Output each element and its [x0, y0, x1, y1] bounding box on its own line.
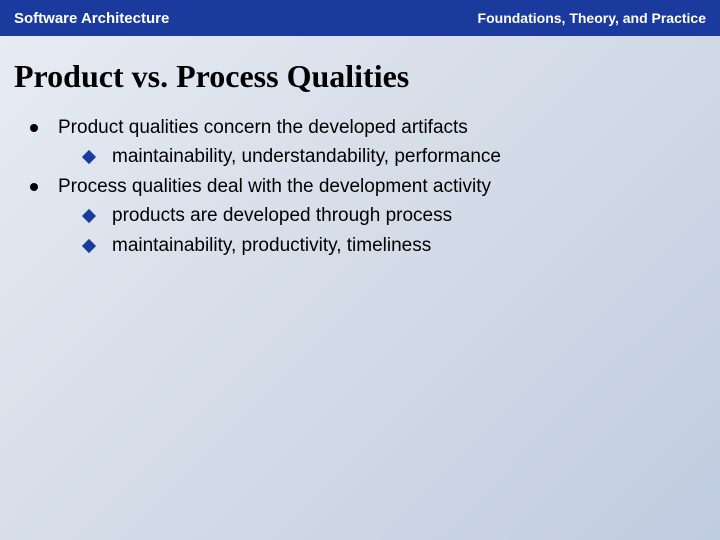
- sub-bullet-item: maintainability, understandability, perf…: [30, 142, 690, 171]
- circle-bullet-icon: [30, 183, 38, 191]
- header-right-text: Foundations, Theory, and Practice: [478, 10, 706, 26]
- sub-bullet-text: maintainability, productivity, timelines…: [112, 231, 690, 260]
- bullet-text: Product qualities concern the developed …: [58, 113, 690, 142]
- bullet-item: Product qualities concern the developed …: [30, 113, 690, 142]
- diamond-bullet-icon: [82, 150, 96, 164]
- bullet-item: Process qualities deal with the developm…: [30, 172, 690, 201]
- header-left-text: Software Architecture: [14, 10, 169, 27]
- sub-bullet-item: products are developed through process: [30, 201, 690, 230]
- sub-bullet-text: maintainability, understandability, perf…: [112, 142, 690, 171]
- slide-header: Software Architecture Foundations, Theor…: [0, 0, 720, 36]
- bullet-text: Process qualities deal with the developm…: [58, 172, 690, 201]
- sub-bullet-item: maintainability, productivity, timelines…: [30, 231, 690, 260]
- slide-content: Product qualities concern the developed …: [0, 113, 720, 260]
- circle-bullet-icon: [30, 124, 38, 132]
- slide-title: Product vs. Process Qualities: [0, 36, 720, 113]
- diamond-bullet-icon: [82, 239, 96, 253]
- diamond-bullet-icon: [82, 209, 96, 223]
- sub-bullet-text: products are developed through process: [112, 201, 690, 230]
